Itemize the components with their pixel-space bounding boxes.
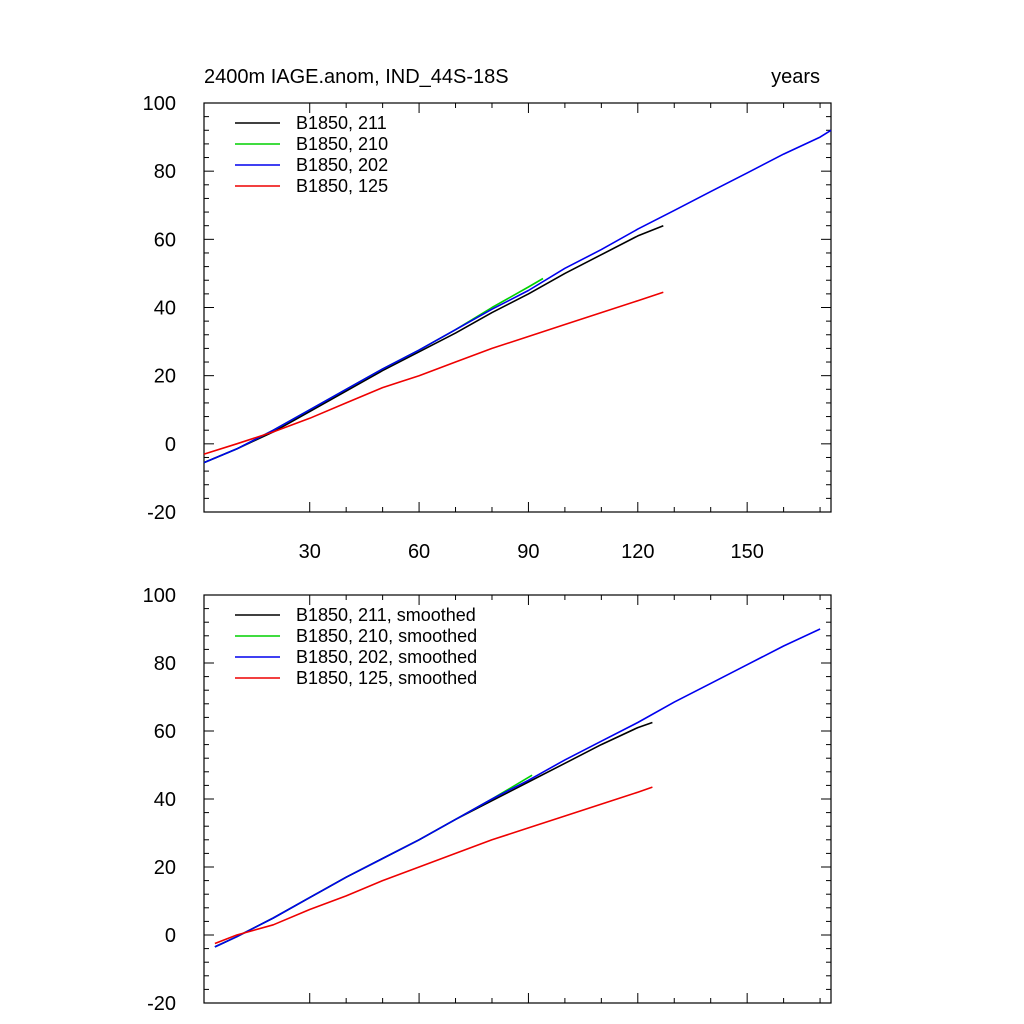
y-tick-label: 0 xyxy=(165,925,176,947)
y-tick-label: 0 xyxy=(165,434,176,456)
bottom-axes: -20 0 20 40 60 80 100 xyxy=(143,585,832,1015)
panel-title-right: years xyxy=(771,66,820,88)
top-series-layer xyxy=(203,129,832,464)
x-tick-label: 30 xyxy=(299,541,321,563)
series-line xyxy=(203,129,832,464)
panel-title: 2400m IAGE.anom, IND_44S-18S xyxy=(204,66,509,88)
y-tick-label: 20 xyxy=(154,857,176,879)
x-tick-label: 120 xyxy=(621,541,654,563)
y-tick-label: 100 xyxy=(143,93,176,115)
x-tick-label: 150 xyxy=(730,541,763,563)
y-tick-label: 80 xyxy=(154,161,176,183)
legend-label: B1850, 210 xyxy=(296,134,388,154)
y-tick-label: 60 xyxy=(154,721,176,743)
series-line xyxy=(214,786,653,945)
x-tick-label: 90 xyxy=(517,541,539,563)
x-tick-label: 60 xyxy=(408,541,430,563)
series-line xyxy=(203,291,664,455)
y-tick-label: 80 xyxy=(154,653,176,675)
y-tick-label: 40 xyxy=(154,298,176,320)
bottom-series-layer xyxy=(214,628,821,948)
y-tick-label: 40 xyxy=(154,789,176,811)
legend-label: B1850, 202, smoothed xyxy=(296,647,477,667)
legend-label: B1850, 202 xyxy=(296,155,388,175)
y-tick-label: 60 xyxy=(154,229,176,251)
top-axes: -20 0 20 40 60 80 100 30 60 90 120 150 xyxy=(143,93,832,563)
legend-label: B1850, 211, smoothed xyxy=(296,605,476,625)
legend-label: B1850, 125, smoothed xyxy=(296,668,477,688)
legend-label: B1850, 211 xyxy=(296,113,387,133)
y-tick-label: -20 xyxy=(147,502,176,524)
y-tick-label: 100 xyxy=(143,585,176,607)
series-line xyxy=(203,224,664,464)
top-panel: 2400m IAGE.anom, IND_44S-18S years -20 0 2… xyxy=(143,66,832,563)
y-tick-label: -20 xyxy=(147,993,176,1015)
legend-label: B1850, 125 xyxy=(296,176,388,196)
y-tick-label: 20 xyxy=(154,366,176,388)
legend-label: B1850, 210, smoothed xyxy=(296,626,477,646)
series-line xyxy=(214,628,821,948)
